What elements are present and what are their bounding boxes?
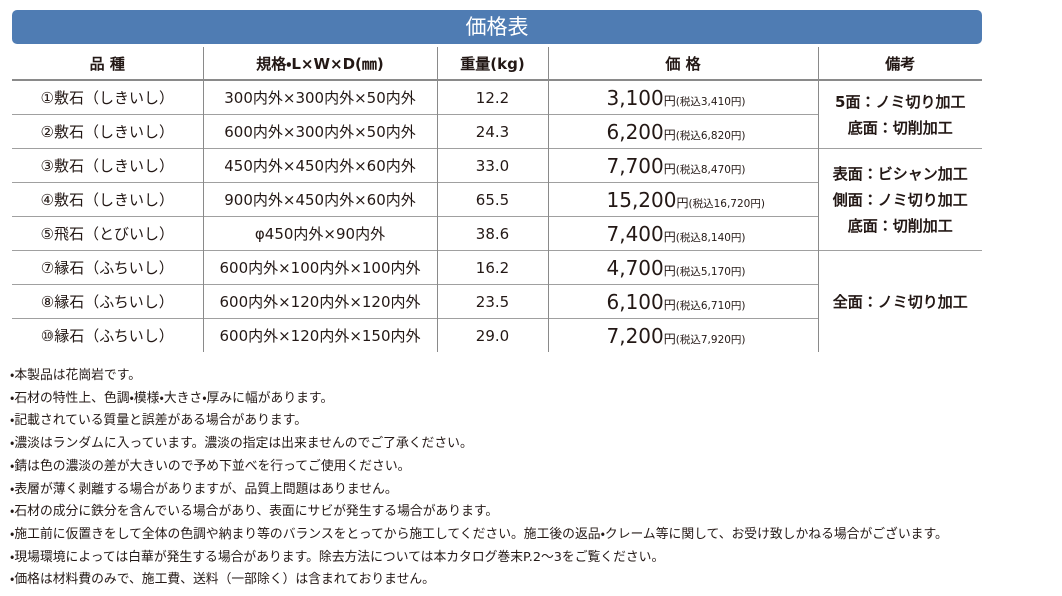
item-name: ⑩縁石（ふちいし）	[12, 318, 203, 352]
remark: 5面：ノミ切り加工	[835, 92, 966, 111]
price-cell: 7,700円(税込8,470円)	[547, 148, 818, 183]
price-tax: (税込6,820円)	[675, 129, 746, 142]
price-unit: 円	[663, 161, 676, 176]
column-header: 規格・L×W×D(㎜)	[202, 47, 437, 81]
column-header: 備考	[817, 47, 982, 81]
item-name: ②敷石（しきいし）	[12, 114, 203, 149]
remark: 底面：切削加工	[847, 118, 953, 137]
item-name: ①敷石（しきいし）	[12, 79, 203, 115]
price: 7,700	[606, 153, 664, 178]
remark: 底面：切削加工	[847, 216, 953, 235]
price: 4,700	[606, 255, 664, 280]
price-tax: (税込8,140円)	[675, 231, 746, 244]
price-tax: (税込7,920円)	[675, 333, 746, 346]
table-body: ①敷石（しきいし） 300内外×300内外×50内外 12.2 3,100円(税込3,…	[12, 79, 982, 352]
size: 600内外×120内外×150内外	[202, 318, 437, 352]
size: 300内外×300内外×50内外	[202, 79, 437, 115]
price-cell: 3,100円(税込3,410円)	[547, 79, 818, 115]
item-name: ⑧縁石（ふちいし）	[12, 284, 203, 319]
price-table: 品 種規格・L×W×D(㎜) 重量(kg) 価 格備考 ①敷石（しきいし） 300内外…	[12, 47, 982, 352]
price-tax: (税込3,410円)	[675, 95, 746, 108]
table-row: ⑧縁石（ふちいし） 600内外×120内外×120内外 23.5 6,100円(税込6…	[12, 284, 982, 319]
remark-cell: 表面：ビシャン加工 側面：ノミ切り加工 底面：切削加工	[817, 148, 982, 251]
price-cell: 15,200円(税込16,720円)	[547, 182, 818, 217]
item-name: ③敷石（しきいし）	[12, 148, 203, 183]
price: 7,400	[606, 221, 664, 246]
price: 6,200	[606, 119, 664, 144]
note: ・本製品は花崗岩です。	[10, 368, 142, 383]
column-header: 品 種	[12, 47, 203, 81]
note: ・施工前に仮置きをして全体の色調や納まり等のバランスをとってから施工してください…	[10, 526, 948, 542]
price-unit: 円	[663, 93, 676, 108]
price-unit: 円	[663, 229, 676, 244]
column-header: 重量(kg)	[436, 47, 548, 81]
price-unit: 円	[676, 195, 689, 210]
note: ・現場環境によっては白華が発生する場合があります。除去方法については本カタログ巻…	[10, 549, 665, 565]
price-unit: 円	[663, 263, 676, 278]
price-unit: 円	[663, 331, 676, 346]
table-row: ①敷石（しきいし） 300内外×300内外×50内外 12.2 3,100円(税込3,…	[12, 79, 982, 149]
price-cell: 6,200円(税込6,820円)	[547, 114, 818, 149]
item-name: ⑤飛石（とびいし）	[12, 216, 203, 251]
price-tax: (税込6,710円)	[675, 299, 746, 312]
remark: 全面：ノミ切り加工	[832, 292, 968, 311]
size: φ450内外×90内外	[202, 216, 437, 251]
price: 15,200	[606, 187, 677, 212]
notes: ・本製品は花崗岩です。 ・石材の特性上、色調・模様・大きさ・厚みに幅があります。・…	[10, 365, 948, 592]
price-cell: 6,100円(税込6,710円)	[547, 284, 818, 319]
item-name: ⑦縁石（ふちいし）	[12, 250, 203, 285]
price-cell: 4,700円(税込5,170円)	[547, 250, 818, 285]
table-row: ④敷石（しきいし） 900内外×450内外×60内外 65.5 15,200円(税込1…	[12, 182, 982, 217]
weight: 29.0	[436, 318, 548, 352]
size: 450内外×450内外×60内外	[202, 148, 437, 183]
price-unit: 円	[663, 127, 676, 142]
table-row: ③敷石（しきいし） 450内外×450内外×60内外 33.0 7,700円(税込8,…	[12, 148, 982, 251]
remark: 側面：ノミ切り加工	[832, 190, 968, 209]
table-row: ⑤飛石（とびいし） φ450内外×90内外 38.6 7,400円(税込8,140円)	[12, 216, 982, 251]
price-tax: (税込5,170円)	[675, 265, 746, 278]
table-row: ⑦縁石（ふちいし） 600内外×100内外×100内外 16.2 4,700円(税込5…	[12, 250, 982, 352]
note: ・表層が薄く剥離する場合がありますが、品質上問題はありません。	[10, 481, 398, 497]
note: ・濃淡はランダムに入っています。濃淡の指定は出来ませんのでご了承ください。	[10, 436, 473, 452]
size: 600内外×100内外×100内外	[202, 250, 437, 285]
weight: 38.6	[436, 216, 548, 251]
note: ・錆は色の濃淡の差が大きいので予め下並べを行ってご使用ください。	[10, 458, 411, 474]
note: ・価格は材料費のみで、施工費、送料（一部除く）は含まれておりません。	[10, 572, 435, 588]
weight: 23.5	[436, 284, 548, 319]
note: ・記載されている質量と誤差がある場合があります。	[10, 413, 308, 429]
price-cell: 7,400円(税込8,140円)	[547, 216, 818, 251]
price: 6,100	[606, 289, 664, 314]
size: 900内外×450内外×60内外	[202, 182, 437, 217]
weight: 33.0	[436, 148, 548, 183]
table-row: ⑩縁石（ふちいし） 600内外×120内外×150内外 29.0 7,200円(税込7…	[12, 318, 982, 352]
size: 600内外×120内外×120内外	[202, 284, 437, 319]
weight: 24.3	[436, 114, 548, 149]
price-cell: 7,200円(税込7,920円)	[547, 318, 818, 352]
table-row: ②敷石（しきいし） 600内外×300内外×50内外 24.3 6,200円(税込6,…	[12, 114, 982, 149]
table-title: 価格表	[12, 10, 982, 44]
price-unit: 円	[663, 297, 676, 312]
price-tax: (税込8,470円)	[675, 163, 746, 176]
size: 600内外×300内外×50内外	[202, 114, 437, 149]
remark-cell: 5面：ノミ切り加工 底面：切削加工	[817, 79, 982, 149]
column-header: 価 格	[547, 47, 818, 81]
header-row: 品 種規格・L×W×D(㎜) 重量(kg) 価 格備考	[12, 47, 982, 81]
note: ・石材の成分に鉄分を含んでいる場合があり、表面にサビが発生する場合があります。	[10, 504, 499, 520]
weight: 65.5	[436, 182, 548, 217]
note: ・石材の特性上、色調・模様・大きさ・厚みに幅があります。	[10, 390, 334, 406]
price: 7,200	[606, 323, 664, 348]
remark: 表面：ビシャン加工	[832, 164, 968, 183]
remark-cell: 全面：ノミ切り加工	[817, 250, 982, 352]
weight: 16.2	[436, 250, 548, 285]
price-tax: (税込16,720円)	[688, 197, 765, 210]
price: 3,100	[606, 85, 664, 110]
weight: 12.2	[436, 79, 548, 115]
item-name: ④敷石（しきいし）	[12, 182, 203, 217]
